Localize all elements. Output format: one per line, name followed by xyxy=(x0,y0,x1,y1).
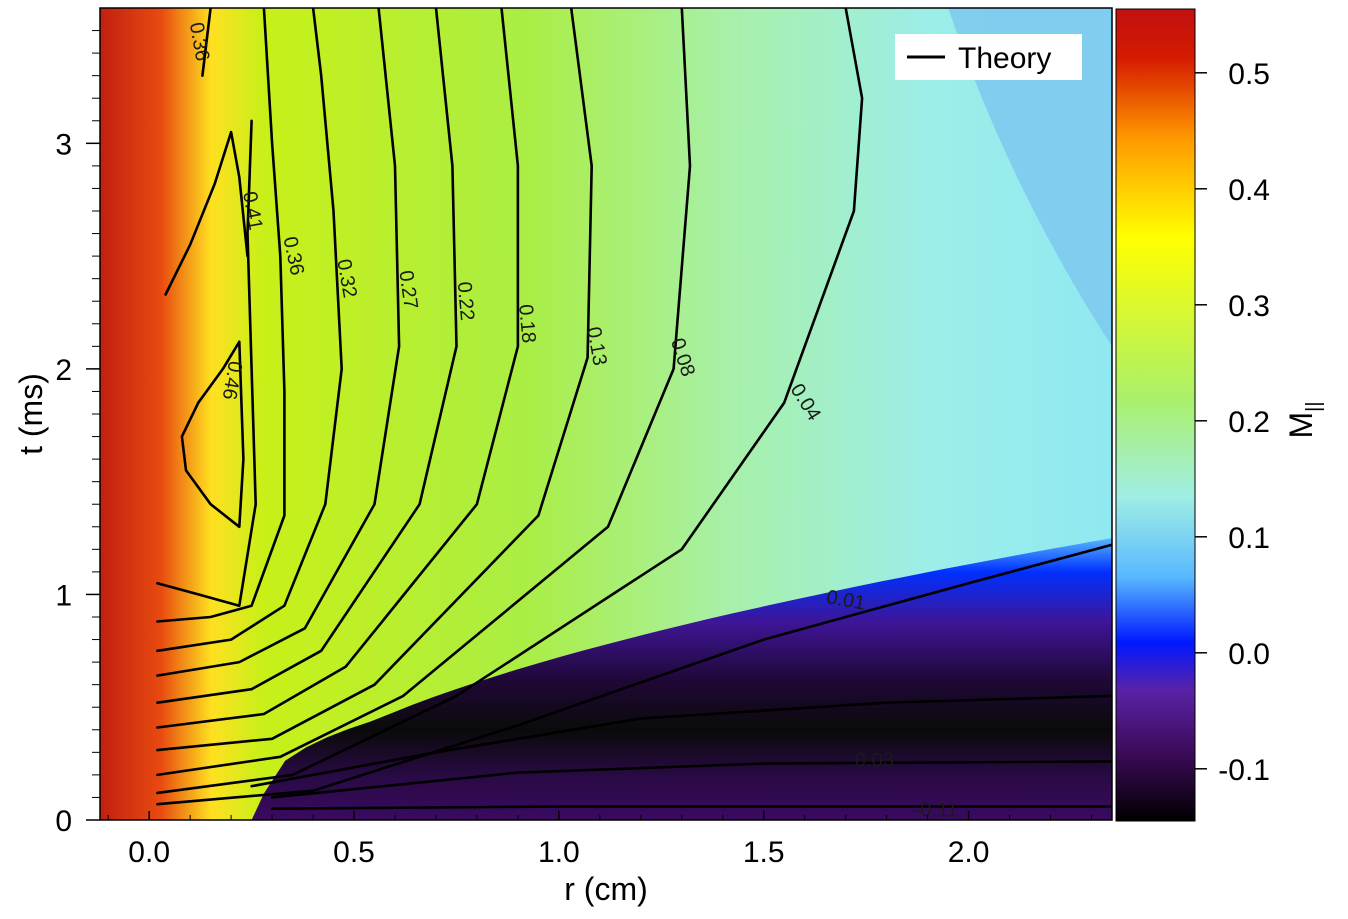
y-tick-label-0: 0 xyxy=(55,805,72,838)
contour-labels: 0.360.410.460.360.32 0.27 0.220.180.13 0.08… xyxy=(185,21,958,822)
contour-line-10 xyxy=(156,8,692,777)
colorbar-tick-label-2: 0.3 xyxy=(1228,290,1270,323)
x-axis: 0.0 0.5 1.0 1.5 2.0 xyxy=(107,811,1093,869)
y-tick-label-2: 2 xyxy=(55,354,72,387)
colorbar-tick-label-6: -0.1 xyxy=(1218,754,1270,787)
contour-line-8 xyxy=(156,8,520,729)
colorbar-gradient xyxy=(1115,8,1196,822)
y-tick-label-3: 3 xyxy=(55,128,72,161)
contour-line-1 xyxy=(201,8,212,77)
contour-line-0 xyxy=(164,130,249,296)
heatmap-field xyxy=(100,8,1112,820)
contour-line-2 xyxy=(180,340,245,529)
colorbar-label: M|| xyxy=(1283,401,1325,438)
x-tick-label-1: 0.5 xyxy=(333,836,375,869)
contour-line-13 xyxy=(250,694,1112,788)
x-tick-label-4: 2.0 xyxy=(948,836,990,869)
colorbar-tick-label-5: 0.0 xyxy=(1228,638,1270,671)
legend-entry-theory: Theory xyxy=(958,42,1051,75)
contour-line-4 xyxy=(156,8,286,623)
colorbar-label-main: M xyxy=(1283,412,1319,439)
contour-label-5: 0.27 xyxy=(394,269,421,311)
contour-line-15 xyxy=(270,805,1112,810)
contour-line-14 xyxy=(270,760,1112,799)
contour-line-5 xyxy=(156,8,343,653)
x-axis-label: r (cm) xyxy=(564,871,648,907)
colorbar-tick-label-4: 0.1 xyxy=(1228,522,1270,555)
colorbar-tick-label-3: 0.2 xyxy=(1228,406,1270,439)
y-axis: 0 1 2 3 xyxy=(55,30,100,838)
contour-label-13: -0.11 xyxy=(914,799,958,821)
x-tick-label-2: 1.0 xyxy=(538,836,580,869)
contour-line-11 xyxy=(156,8,864,795)
colorbar-label-subscript: || xyxy=(1303,401,1325,411)
contour-line-12 xyxy=(156,543,1112,806)
colorbar: 0.5 0.4 0.3 0.2 0.1 0.0 -0.1 M|| xyxy=(1115,8,1325,822)
theory-contours xyxy=(156,8,1112,810)
colorbar-tick-label-0: 0.5 xyxy=(1228,58,1270,91)
colorbar-ticks: 0.5 0.4 0.3 0.2 0.1 0.0 -0.1 xyxy=(1195,58,1270,787)
x-tick-label-0: 0.0 xyxy=(128,836,170,869)
legend: Theory xyxy=(895,34,1082,80)
x-tick-label-3: 1.5 xyxy=(743,836,785,869)
contour-line-9 xyxy=(156,8,593,752)
contour-line-3 xyxy=(156,119,257,607)
y-tick-label-1: 1 xyxy=(55,579,72,612)
contour-label-12: 0.03 xyxy=(855,750,894,772)
contour-line-7 xyxy=(156,8,458,704)
contour-line-6 xyxy=(156,8,401,677)
contour-label-7: 0.18 xyxy=(514,303,539,344)
field-lower xyxy=(251,538,1112,820)
colorbar-tick-label-1: 0.4 xyxy=(1228,174,1270,207)
field-upper-right xyxy=(948,8,1112,347)
contour-label-6: 0.22 xyxy=(453,281,478,322)
y-axis-label: t (ms) xyxy=(13,373,49,455)
